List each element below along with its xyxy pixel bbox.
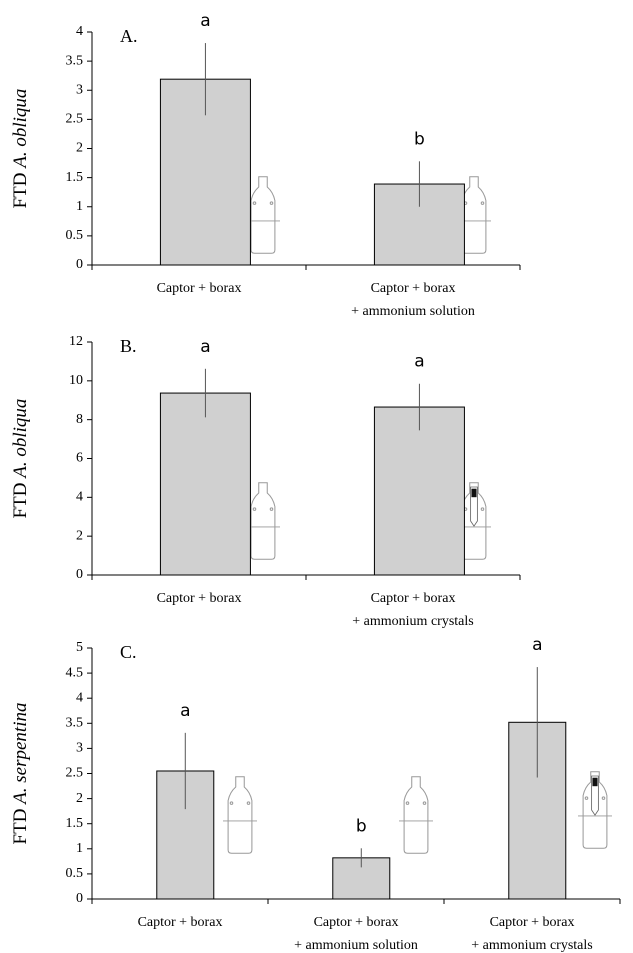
x-tick-label: Captor + borax <box>371 281 456 296</box>
panel-label: C. <box>120 642 137 662</box>
y-tick-label: 4 <box>76 24 83 39</box>
y-tick-label: 10 <box>69 373 83 388</box>
significance-letter: a <box>414 352 424 372</box>
y-tick-label: 2.5 <box>66 112 84 127</box>
y-tick-label: 4 <box>76 690 83 705</box>
y-label-species: A. obliqua <box>10 399 31 480</box>
y-tick-label: 3 <box>76 741 83 756</box>
x-tick-label: + ammonium solution <box>351 304 475 319</box>
y-tick-label: 2 <box>76 791 83 806</box>
y-tick-label: 3 <box>76 82 83 97</box>
y-tick-label: 1 <box>76 841 83 856</box>
y-tick-label: 1.5 <box>66 170 84 185</box>
significance-letter: a <box>200 337 210 357</box>
y-axis-label: FTD A. serpentina <box>10 703 31 845</box>
panel-label: B. <box>120 336 137 356</box>
y-label-prefix: FTD <box>10 173 31 209</box>
y-label-prefix: FTD <box>10 483 31 519</box>
significance-letter: b <box>356 816 367 836</box>
y-label-prefix: FTD <box>10 809 31 845</box>
x-tick-label: + ammonium crystals <box>471 938 592 953</box>
x-tick-label: Captor + borax <box>157 591 242 606</box>
significance-letter: a <box>180 701 190 721</box>
y-tick-label: 4 <box>76 490 83 505</box>
y-tick-label: 3.5 <box>66 716 84 731</box>
y-axis-label: FTD A. obliqua <box>10 89 31 209</box>
x-tick-label: Captor + borax <box>371 591 456 606</box>
x-tick-label: Captor + borax <box>314 915 399 930</box>
x-tick-label: Captor + borax <box>157 281 242 296</box>
y-label-species: A. serpentina <box>10 703 31 806</box>
y-tick-label: 3.5 <box>66 53 84 68</box>
y-tick-label: 2 <box>76 141 83 156</box>
y-tick-label: 0.5 <box>66 228 84 243</box>
bottle-icon <box>399 777 433 854</box>
y-tick-label: 0 <box>76 257 83 272</box>
y-axis-label: FTD A. obliqua <box>10 399 31 519</box>
y-tick-label: 1 <box>76 199 83 214</box>
y-tick-label: 8 <box>76 412 83 427</box>
bar <box>374 407 464 575</box>
y-tick-label: 5 <box>76 640 83 655</box>
significance-letter: b <box>414 129 425 149</box>
y-tick-label: 0 <box>76 567 83 582</box>
x-tick-label: + ammonium crystals <box>352 614 473 629</box>
x-tick-label: Captor + borax <box>138 915 223 930</box>
significance-letter: a <box>532 635 542 655</box>
y-tick-label: 4.5 <box>66 665 84 680</box>
panel-label: A. <box>120 26 138 46</box>
significance-letter: a <box>200 11 210 31</box>
y-tick-label: 12 <box>69 334 83 349</box>
y-tick-label: 0.5 <box>66 866 84 881</box>
x-tick-label: + ammonium solution <box>294 938 418 953</box>
bottle-icon <box>578 772 612 849</box>
bottle-icon <box>246 177 280 254</box>
figure: 0 0.5 1 1.5 2 2.5 3 3.5 4 FTD A. obliqua A. a Captor… <box>0 0 633 953</box>
y-tick-label: 0 <box>76 891 83 906</box>
y-tick-label: 6 <box>76 451 83 466</box>
x-tick-label: Captor + borax <box>490 915 575 930</box>
bottle-icon <box>223 777 257 854</box>
y-label-species: A. obliqua <box>10 89 31 170</box>
bottle-icon <box>246 483 280 560</box>
y-tick-label: 2 <box>76 528 83 543</box>
y-tick-label: 1.5 <box>66 816 84 831</box>
bar <box>160 393 250 575</box>
y-tick-label: 2.5 <box>66 766 84 781</box>
